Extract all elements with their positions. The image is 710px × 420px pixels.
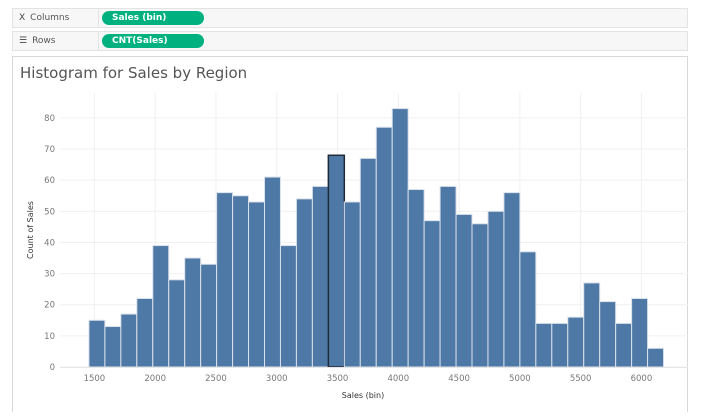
histogram-bar xyxy=(200,263,218,368)
rows-icon: ☰ xyxy=(19,36,28,46)
histogram-bar xyxy=(311,185,329,368)
rows-shelf-label: ☰ Rows xyxy=(13,32,99,50)
histogram-bar xyxy=(503,192,521,368)
x-axis-title: Sales (bin) xyxy=(342,391,384,400)
histogram-bar xyxy=(120,313,138,368)
cnt-sales-pill[interactable]: CNT(Sales) xyxy=(102,34,204,48)
histogram-bar xyxy=(359,157,377,368)
histogram-bar xyxy=(279,245,297,368)
x-tick-label: 2000 xyxy=(144,374,166,384)
y-tick-label: 10 xyxy=(44,332,55,342)
x-tick-label: 3000 xyxy=(266,374,288,384)
x-tick-label: 4500 xyxy=(448,374,470,384)
x-tick-label: 5500 xyxy=(570,374,592,384)
histogram-bar xyxy=(583,282,601,368)
histogram-bar xyxy=(615,322,633,368)
histogram-bar xyxy=(152,245,170,368)
histogram-bar xyxy=(631,298,649,368)
histogram-bar xyxy=(439,185,457,368)
histogram-bar xyxy=(184,257,202,368)
columns-icon: Ⅹ xyxy=(19,13,26,23)
histogram-bar xyxy=(104,326,122,368)
histogram-bar xyxy=(375,126,393,368)
histogram-bar xyxy=(216,192,234,368)
histogram-bar xyxy=(455,213,473,368)
histogram-bar xyxy=(248,201,266,368)
histogram-bar xyxy=(407,189,425,368)
y-tick-label: 40 xyxy=(44,238,55,248)
columns-label: Columns xyxy=(30,13,70,23)
histogram-bar xyxy=(423,220,441,368)
histogram-bar xyxy=(295,198,313,368)
x-tick-label: 5000 xyxy=(509,374,531,384)
histogram-bar xyxy=(136,298,154,368)
histogram-bar xyxy=(232,195,250,368)
histogram-bar xyxy=(599,301,617,368)
sales-bin-pill[interactable]: Sales (bin) xyxy=(102,11,204,25)
histogram-bar xyxy=(168,279,186,368)
histogram-bar xyxy=(88,319,106,368)
histogram-bar xyxy=(519,251,537,368)
rows-label: Rows xyxy=(32,36,56,46)
histogram-bar xyxy=(535,322,553,368)
x-tick-label: 3500 xyxy=(327,374,349,384)
rows-shelf: ☰ Rows CNT(Sales) xyxy=(12,31,688,51)
histogram-bar xyxy=(471,223,489,368)
y-tick-label: 50 xyxy=(44,207,55,217)
y-tick-label: 80 xyxy=(44,114,55,124)
histogram-bar-highlighted xyxy=(327,154,346,368)
y-tick-label: 0 xyxy=(50,363,55,373)
columns-shelf-label: Ⅹ Columns xyxy=(13,9,99,27)
y-tick-label: 30 xyxy=(44,270,55,280)
histogram-bar xyxy=(343,201,361,368)
x-tick-label: 4000 xyxy=(387,374,409,384)
histogram-bar xyxy=(647,347,665,368)
x-tick-label: 2500 xyxy=(205,374,227,384)
columns-shelf: Ⅹ Columns Sales (bin) xyxy=(12,8,688,28)
histogram-bar xyxy=(487,210,505,368)
histogram-bar xyxy=(391,108,409,368)
x-tick-label: 6000 xyxy=(631,374,653,384)
chart-title: Histogram for Sales by Region xyxy=(20,64,248,82)
histogram-bar xyxy=(264,176,281,368)
y-axis-title: Count of Sales xyxy=(26,201,35,259)
histogram-bar xyxy=(551,322,569,368)
y-tick-label: 70 xyxy=(44,145,55,155)
y-tick-label: 20 xyxy=(44,301,55,311)
y-tick-label: 60 xyxy=(44,176,55,186)
histogram-bar xyxy=(567,316,585,368)
x-tick-label: 1500 xyxy=(84,374,106,384)
chart-panel xyxy=(12,56,688,412)
